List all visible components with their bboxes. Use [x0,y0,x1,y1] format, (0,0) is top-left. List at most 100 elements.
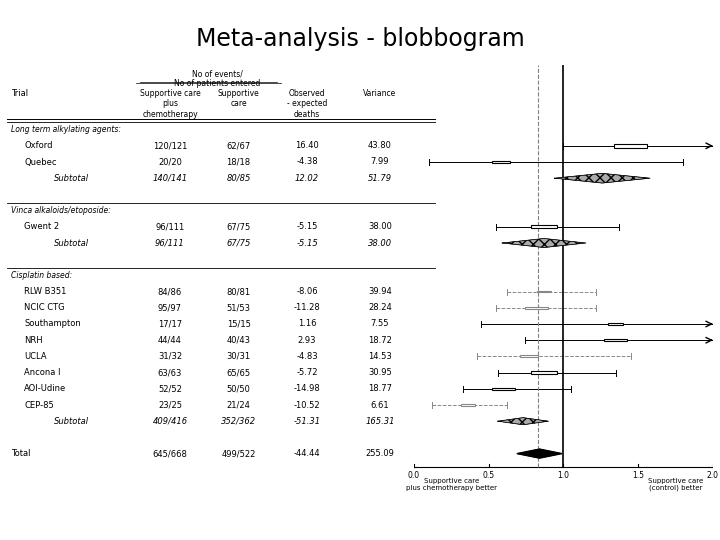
Text: Supportive care
plus chemotherapy better: Supportive care plus chemotherapy better [406,478,497,491]
Text: Supportive care
(control) better: Supportive care (control) better [648,478,703,491]
Text: Subtotal: Subtotal [54,174,89,183]
Text: 63/63: 63/63 [158,368,182,377]
Text: 12.02: 12.02 [295,174,319,183]
Polygon shape [498,417,549,425]
Bar [605,339,627,341]
Text: 62/67: 62/67 [226,141,251,150]
Text: Subtotal: Subtotal [54,417,89,426]
Text: -5.15: -5.15 [297,222,318,231]
Text: 6.61: 6.61 [371,401,390,409]
Text: 38.00: 38.00 [368,222,392,231]
Text: 120/121: 120/121 [153,141,187,150]
Bar [461,404,474,406]
Text: 499/522: 499/522 [221,449,256,458]
Text: Vinca alkaloids/etoposide:: Vinca alkaloids/etoposide: [12,206,112,215]
Text: 30/31: 30/31 [227,352,251,361]
Text: Trial: Trial [12,89,29,98]
Text: Variance: Variance [364,89,397,98]
Text: 352/362: 352/362 [221,417,256,426]
Text: 165.31: 165.31 [365,417,395,426]
Text: -10.52: -10.52 [294,401,320,409]
Text: 16.40: 16.40 [295,141,319,150]
Text: Ancona I: Ancona I [24,368,60,377]
Bar [492,161,510,163]
Text: 43.80: 43.80 [368,141,392,150]
Text: 67/75: 67/75 [226,239,251,247]
Text: -14.98: -14.98 [294,384,320,393]
Text: 255.09: 255.09 [366,449,395,458]
Text: Cisplatin based:: Cisplatin based: [12,271,73,280]
Text: -4.38: -4.38 [296,158,318,166]
Bar [531,371,557,374]
Text: Observed
- expected
deaths: Observed - expected deaths [287,89,328,119]
Text: -4.83: -4.83 [296,352,318,361]
Text: 140/141: 140/141 [153,174,187,183]
Text: 645/668: 645/668 [153,449,187,458]
Text: No of patients entered: No of patients entered [174,79,261,87]
Text: AOI-Udine: AOI-Udine [24,384,66,393]
Polygon shape [554,173,650,183]
Text: -44.44: -44.44 [294,449,320,458]
Text: 28.24: 28.24 [368,303,392,312]
Text: 18.77: 18.77 [368,384,392,393]
Text: -5.15: -5.15 [296,239,318,247]
Text: 44/44: 44/44 [158,336,182,345]
Text: -51.31: -51.31 [294,417,320,426]
Text: 40/43: 40/43 [227,336,251,345]
Bar [520,355,538,357]
Text: 18/18: 18/18 [227,158,251,166]
Text: Quebec: Quebec [24,158,57,166]
Text: 95/97: 95/97 [158,303,182,312]
Text: -5.72: -5.72 [297,368,318,377]
Text: 2.93: 2.93 [298,336,316,345]
Text: 1.5: 1.5 [632,470,644,480]
Text: 65/65: 65/65 [227,368,251,377]
Text: -11.28: -11.28 [294,303,320,312]
Text: 23/25: 23/25 [158,401,182,409]
Text: 7.55: 7.55 [371,320,389,328]
Text: CEP-85: CEP-85 [24,401,54,409]
Text: 96/111: 96/111 [155,239,185,247]
Text: 51/53: 51/53 [227,303,251,312]
Text: Oxford: Oxford [24,141,53,150]
Text: 80/85: 80/85 [226,174,251,183]
Text: 1.0: 1.0 [557,470,570,480]
Text: 31/32: 31/32 [158,352,182,361]
Text: 14.53: 14.53 [368,352,392,361]
Text: 84/86: 84/86 [158,287,182,296]
Text: Long term alkylating agents:: Long term alkylating agents: [12,125,122,134]
Bar [492,388,515,390]
Bar [536,291,552,293]
Text: 2.0: 2.0 [707,470,719,480]
Text: 96/111: 96/111 [156,222,184,231]
Text: Gwent 2: Gwent 2 [24,222,60,231]
Bar [614,144,647,147]
Text: Meta-analysis - blobbogram: Meta-analysis - blobbogram [196,27,524,51]
Text: 51.79: 51.79 [368,174,392,183]
Text: 39.94: 39.94 [368,287,392,296]
Bar [526,307,548,309]
Text: 80/81: 80/81 [227,287,251,296]
Text: Supportive
care: Supportive care [217,89,259,109]
Text: 0.0: 0.0 [408,470,420,480]
Text: NRH: NRH [24,336,43,345]
Text: 7.99: 7.99 [371,158,389,166]
Text: 0.5: 0.5 [482,470,495,480]
Text: Subtotal: Subtotal [54,239,89,247]
Text: NCIC CTG: NCIC CTG [24,303,65,312]
Polygon shape [502,239,586,247]
Text: 409/416: 409/416 [153,417,187,426]
Text: 38.00: 38.00 [368,239,392,247]
Bar [531,225,557,228]
Text: 67/75: 67/75 [226,222,251,231]
Text: No of events/: No of events/ [192,70,243,79]
Text: 52/52: 52/52 [158,384,182,393]
Text: 30.95: 30.95 [368,368,392,377]
Text: Supportive care
plus
chemotherapy: Supportive care plus chemotherapy [140,89,200,119]
Text: 15/15: 15/15 [227,320,251,328]
Bar [608,323,624,325]
Polygon shape [517,449,562,458]
Text: -8.06: -8.06 [296,287,318,296]
Text: 1.16: 1.16 [298,320,316,328]
Text: Southampton: Southampton [24,320,81,328]
